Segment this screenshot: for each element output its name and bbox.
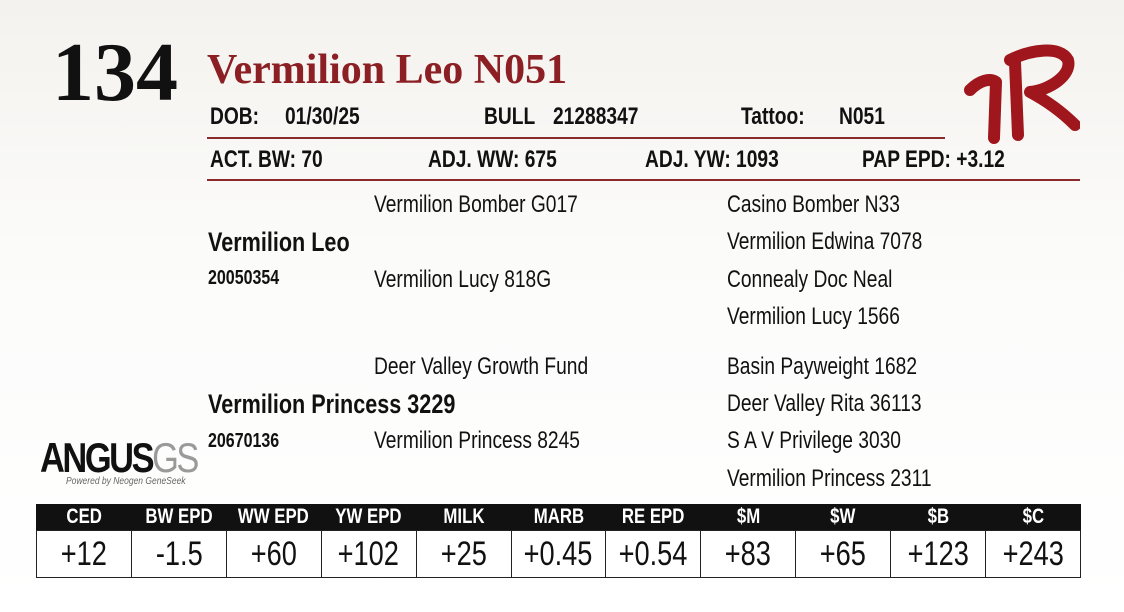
- sire-reg: 20050354: [208, 267, 280, 289]
- lot-number: 134: [52, 26, 178, 119]
- info-value: 01/30/25: [285, 103, 360, 130]
- epd-value: +0.45: [510, 530, 607, 578]
- epd-header: RE EPD: [605, 504, 702, 530]
- epd-header-text: $C: [1022, 505, 1044, 528]
- great-grandparent: Vermilion Edwina 7078: [727, 228, 923, 255]
- epd-header-text: CED: [66, 505, 102, 528]
- perf-label: ACT. BW:: [210, 146, 297, 173]
- epd-header-text: RE EPD: [622, 505, 685, 528]
- dam-name: Vermilion Princess 3229: [208, 389, 456, 419]
- animal-title: Vermilion Leo N051: [207, 47, 568, 93]
- great-grandparent: Casino Bomber N33: [727, 191, 900, 218]
- epd-value-text: +0.45: [524, 535, 593, 573]
- perf-label: PAP EPD:: [862, 146, 951, 173]
- brand-mark: [964, 44, 1080, 144]
- perf-value: 675: [524, 146, 557, 173]
- epd-value: +83: [700, 530, 797, 578]
- perf-value: 1093: [736, 146, 779, 173]
- perf-item: ACT. BW: 70: [210, 146, 323, 174]
- great-grandparent: Deer Valley Rita 36113: [727, 390, 922, 417]
- epd-header-text: WW EPD: [238, 505, 310, 528]
- grandsire: Deer Valley Growth Fund: [374, 353, 589, 380]
- great-grandparent: Connealy Doc Neal: [727, 266, 893, 293]
- dam-reg: 20670136: [208, 430, 280, 452]
- perf-item: ADJ. WW: 675: [428, 146, 557, 174]
- epd-header: BW EPD: [130, 504, 227, 530]
- epd-value: +123: [890, 530, 987, 578]
- angus-logo: ANGUSGS: [40, 434, 199, 481]
- epd-header-text: $B: [927, 505, 949, 528]
- epd-header-text: YW EPD: [335, 505, 402, 528]
- info-label: Tattoo:: [741, 103, 805, 130]
- epd-header-text: BW EPD: [145, 505, 213, 528]
- epd-value-text: -1.5: [155, 535, 203, 573]
- epd-value: +12: [36, 530, 132, 578]
- epd-value-text: +12: [60, 535, 108, 573]
- info-value: 21288347: [553, 103, 639, 130]
- epd-value-text: +83: [725, 535, 772, 573]
- brand-stroke: [964, 44, 1080, 144]
- info-label: DOB:: [210, 103, 260, 130]
- divider: [207, 137, 945, 139]
- epd-header: $M: [700, 504, 797, 530]
- logo-suffix: GS: [152, 434, 199, 481]
- epd-value: +243: [985, 530, 1081, 578]
- epd-value: +102: [320, 530, 417, 578]
- epd-value: +65: [795, 530, 892, 578]
- epd-value-text: +102: [338, 535, 400, 573]
- great-grandparent: Vermilion Lucy 1566: [727, 303, 900, 330]
- sire-name: Vermilion Leo: [208, 227, 350, 257]
- epd-value-text: +0.54: [618, 535, 688, 573]
- epd-header: MARB EPD: [510, 504, 607, 554]
- epd-header: WW EPD: [225, 504, 322, 530]
- epd-header: YW EPD: [320, 504, 417, 530]
- great-grandparent: Vermilion Princess 2311: [727, 465, 932, 492]
- logo-brand: ANGUS: [40, 434, 155, 481]
- perf-item: ADJ. YW: 1093: [645, 146, 779, 174]
- logo-tagline: Powered by Neogen GeneSeek: [66, 476, 186, 487]
- epd-header-text: $M: [736, 505, 760, 528]
- granddam: Vermilion Lucy 818G: [374, 266, 552, 293]
- great-grandparent: Basin Payweight 1682: [727, 353, 917, 380]
- grandsire: Vermilion Bomber G017: [374, 191, 578, 218]
- epd-header: MILK EPD: [415, 504, 512, 554]
- perf-label: ADJ. YW:: [645, 146, 731, 173]
- info-label: BULL: [484, 103, 536, 130]
- epd-header: $B: [890, 504, 987, 530]
- epd-value-text: +60: [250, 535, 297, 573]
- perf-label: ADJ. WW:: [428, 146, 520, 173]
- epd-value: +60: [225, 530, 322, 578]
- granddam: Vermilion Princess 8245: [374, 427, 580, 454]
- divider: [207, 179, 1080, 181]
- epd-value: +25: [415, 530, 512, 578]
- epd-value-text: +25: [440, 535, 487, 573]
- epd-value: -1.5: [130, 530, 227, 578]
- epd-header: $C: [985, 504, 1081, 530]
- perf-value: 70: [301, 146, 323, 173]
- epd-value: +0.54: [605, 530, 702, 578]
- epd-header: CED: [36, 504, 132, 530]
- info-value: N051: [839, 103, 885, 130]
- epd-header-text: $W: [830, 505, 856, 528]
- perf-value: +3.12: [956, 146, 1005, 173]
- epd-header: $W: [795, 504, 892, 530]
- perf-item: PAP EPD: +3.12: [862, 146, 1005, 174]
- epd-value-text: +243: [1002, 535, 1064, 573]
- great-grandparent: S A V Privilege 3030: [727, 427, 901, 454]
- epd-value-text: +65: [820, 535, 867, 573]
- epd-value-text: +123: [907, 535, 969, 573]
